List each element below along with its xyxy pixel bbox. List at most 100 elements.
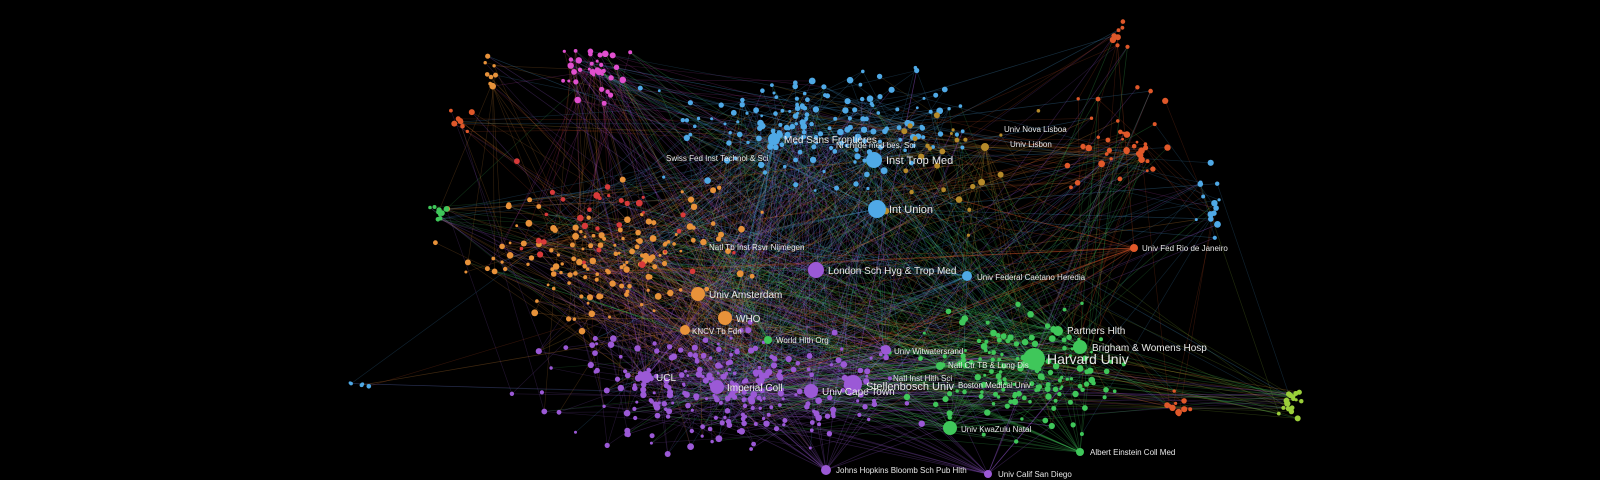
network-node[interactable]	[1001, 363, 1007, 369]
network-node[interactable]	[793, 157, 798, 163]
network-node[interactable]	[488, 74, 494, 80]
network-node[interactable]	[1099, 337, 1103, 342]
network-node[interactable]	[759, 122, 766, 130]
network-node[interactable]	[794, 393, 798, 397]
network-node[interactable]	[980, 381, 987, 388]
network-node[interactable]	[604, 442, 610, 448]
network-node[interactable]	[837, 128, 844, 136]
network-node[interactable]	[1114, 34, 1121, 41]
network-node[interactable]	[997, 357, 1002, 362]
network-node[interactable]	[1286, 391, 1292, 397]
network-node[interactable]	[1011, 398, 1019, 405]
network-node[interactable]	[690, 203, 698, 210]
network-node[interactable]	[717, 185, 722, 190]
network-node[interactable]	[826, 431, 833, 437]
network-node[interactable]	[747, 319, 753, 325]
network-node[interactable]	[715, 362, 722, 369]
network-node[interactable]	[687, 351, 693, 358]
network-node[interactable]	[604, 184, 611, 190]
network-node[interactable]	[781, 397, 785, 401]
network-node[interactable]	[1299, 399, 1304, 404]
network-node[interactable]	[937, 131, 944, 137]
network-node[interactable]	[633, 415, 638, 421]
network-node[interactable]	[464, 270, 468, 274]
network-node[interactable]	[690, 237, 696, 243]
network-node[interactable]	[931, 145, 935, 149]
network-node[interactable]	[880, 167, 888, 175]
network-node[interactable]	[955, 389, 959, 393]
network-node[interactable]	[556, 253, 561, 257]
network-node[interactable]	[599, 62, 604, 67]
network-node[interactable]	[740, 412, 746, 417]
network-node[interactable]	[736, 120, 740, 124]
network-node[interactable]	[654, 293, 662, 300]
network-node[interactable]	[663, 377, 670, 384]
network-node[interactable]	[1145, 159, 1150, 164]
network-node[interactable]	[665, 414, 671, 419]
network-node[interactable]	[1064, 162, 1071, 169]
network-node[interactable]	[1060, 385, 1064, 389]
network-node[interactable]	[696, 116, 701, 121]
network-node[interactable]	[732, 251, 736, 255]
network-node[interactable]	[1197, 181, 1204, 187]
network-node[interactable]	[688, 132, 693, 137]
network-node[interactable]	[563, 345, 569, 350]
hub-node[interactable]	[680, 325, 690, 335]
network-node[interactable]	[780, 387, 785, 392]
network-node[interactable]	[753, 371, 759, 377]
network-node[interactable]	[993, 391, 998, 397]
network-node[interactable]	[844, 126, 851, 133]
network-node[interactable]	[918, 420, 925, 427]
network-node[interactable]	[686, 374, 690, 377]
network-node[interactable]	[623, 409, 631, 417]
hub-node[interactable]	[881, 345, 891, 355]
network-node[interactable]	[725, 248, 731, 255]
network-node[interactable]	[896, 125, 902, 130]
network-node[interactable]	[778, 122, 783, 127]
network-node[interactable]	[592, 336, 598, 341]
network-node[interactable]	[869, 356, 873, 360]
network-node[interactable]	[796, 388, 803, 395]
network-node[interactable]	[787, 127, 791, 131]
network-node[interactable]	[763, 372, 770, 379]
network-node[interactable]	[694, 358, 700, 364]
hub-node[interactable]	[718, 311, 732, 325]
network-node[interactable]	[1021, 395, 1027, 401]
network-node[interactable]	[813, 189, 817, 192]
network-node[interactable]	[597, 196, 602, 201]
network-node[interactable]	[652, 309, 656, 313]
network-node[interactable]	[756, 395, 762, 401]
network-node[interactable]	[605, 268, 610, 273]
network-node[interactable]	[678, 288, 683, 292]
network-node[interactable]	[492, 64, 496, 68]
network-node[interactable]	[597, 52, 603, 58]
network-node[interactable]	[608, 315, 611, 319]
network-node[interactable]	[587, 67, 591, 71]
network-node[interactable]	[1176, 412, 1181, 417]
network-node[interactable]	[666, 385, 672, 391]
network-node[interactable]	[455, 116, 461, 122]
network-node[interactable]	[684, 118, 690, 123]
network-node[interactable]	[716, 342, 720, 346]
network-node[interactable]	[635, 229, 641, 236]
network-node[interactable]	[852, 107, 858, 113]
hub-node[interactable]	[1073, 340, 1087, 354]
network-node[interactable]	[1174, 401, 1178, 405]
network-node[interactable]	[579, 230, 583, 234]
network-node[interactable]	[776, 130, 782, 136]
network-node[interactable]	[911, 143, 916, 148]
network-node[interactable]	[624, 216, 631, 223]
network-node[interactable]	[783, 164, 787, 169]
network-node[interactable]	[687, 443, 694, 450]
network-node[interactable]	[595, 272, 599, 277]
network-node[interactable]	[1103, 368, 1110, 375]
network-node[interactable]	[617, 251, 621, 255]
network-node[interactable]	[666, 408, 673, 415]
network-node[interactable]	[602, 404, 606, 408]
network-node[interactable]	[700, 424, 705, 430]
network-node[interactable]	[933, 112, 940, 119]
network-node[interactable]	[831, 413, 836, 419]
network-node[interactable]	[876, 73, 883, 80]
network-node[interactable]	[1052, 363, 1060, 370]
network-node[interactable]	[581, 222, 589, 230]
